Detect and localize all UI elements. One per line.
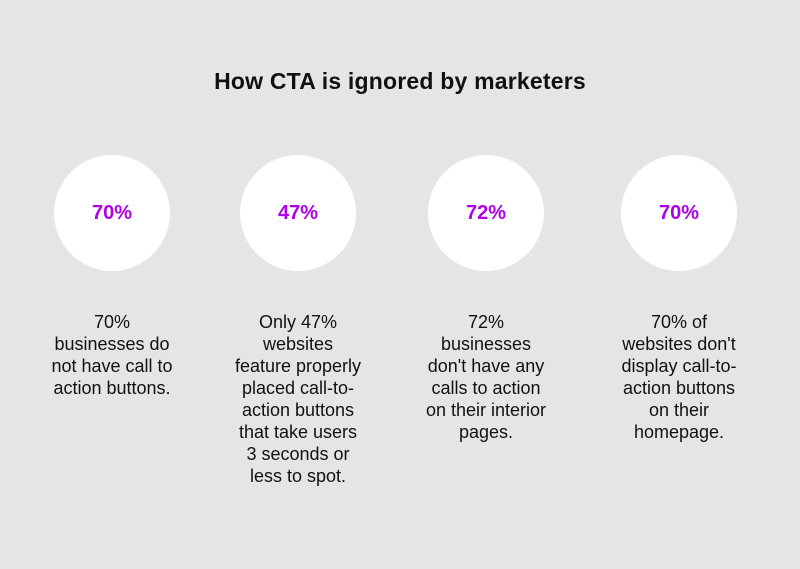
stat-percent: 70%: [658, 201, 700, 224]
stat-description: 72% businesses don't have any calls to a…: [425, 312, 547, 442]
stat-percent: 47%: [277, 201, 319, 224]
stat-circle: 70%: [54, 155, 170, 271]
stat-card-4: 70% 70% of websites don't display call-t…: [599, 155, 759, 443]
stat-percent: 70%: [91, 201, 133, 224]
stat-card-3: 72% 72% businesses don't have any calls …: [406, 155, 566, 443]
stat-percent: 72%: [465, 201, 507, 224]
stat-description: 70% businesses do not have call to actio…: [51, 312, 173, 398]
stat-card-1: 70% 70% businesses do not have call to a…: [32, 155, 192, 399]
page-title: How CTA is ignored by marketers: [214, 68, 586, 94]
stat-card-2: 47% Only 47% websites feature properly p…: [218, 155, 378, 487]
stat-circle: 47%: [240, 155, 356, 271]
stat-description: Only 47% websites feature properly place…: [234, 312, 362, 486]
stat-description: 70% of websites don't display call-to- a…: [621, 312, 737, 442]
stat-circle: 70%: [621, 155, 737, 271]
stat-circle: 72%: [428, 155, 544, 271]
